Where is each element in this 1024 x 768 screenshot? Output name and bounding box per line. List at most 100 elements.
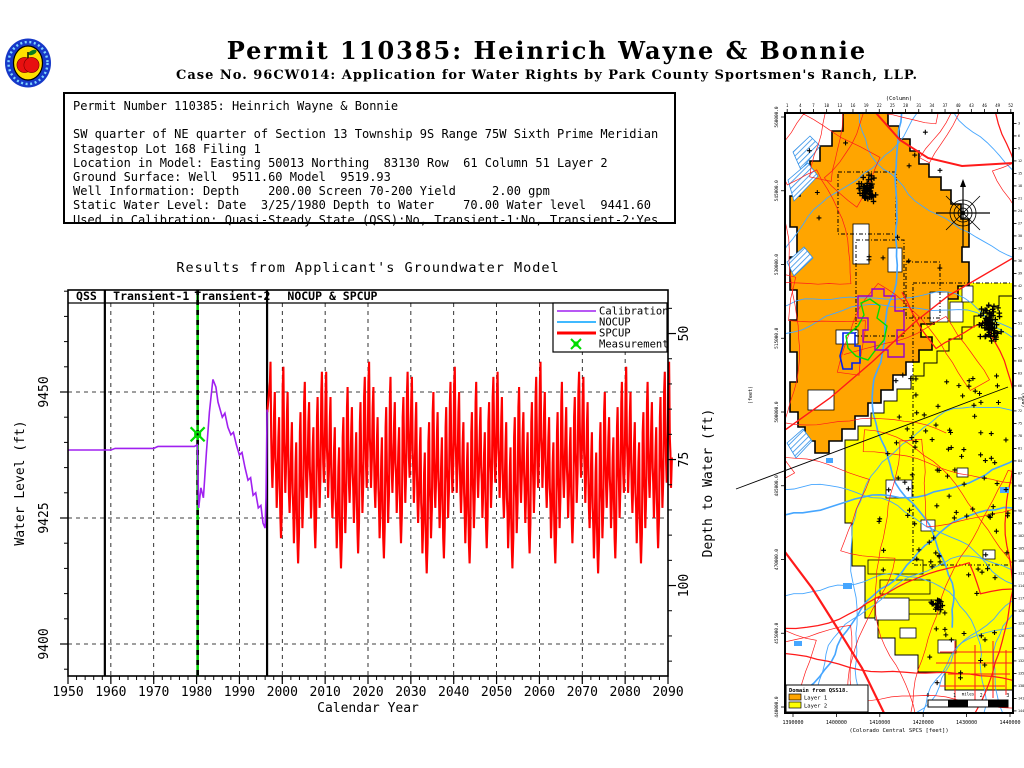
series-spcup [266,361,673,574]
svg-text:Transient-1: Transient-1 [113,289,189,303]
map-roads [785,113,1013,713]
map-bottom-axis-title: (Colorado Central SPCS [feet]) [849,728,948,734]
svg-text:105: 105 [1018,547,1024,551]
svg-text:12: 12 [1018,159,1022,163]
svg-text:2070: 2070 [567,685,598,700]
band-dividers [103,290,269,676]
info-line: Location in Model: Easting 50013 Northin… [73,155,608,170]
svg-text:Domain from QSS18.: Domain from QSS18. [789,688,849,694]
svg-text:515000.0: 515000.0 [774,327,780,349]
svg-text:1440000: 1440000 [999,720,1020,726]
map-regions [786,113,1013,691]
header: Permit 110385: Heinrich Wayne & Bonnie C… [70,36,1024,83]
svg-text:2: 2 [980,693,983,699]
svg-text:2010: 2010 [309,685,340,700]
svg-text:28: 28 [903,103,908,108]
svg-text:39: 39 [1018,272,1022,276]
svg-text:1390000: 1390000 [782,720,803,726]
svg-text:2000: 2000 [267,685,298,700]
svg-text:470000.0: 470000.0 [774,549,780,571]
svg-text:57: 57 [1018,347,1022,351]
svg-text:43: 43 [969,103,974,108]
svg-text:40: 40 [956,103,961,108]
info-line: Permit Number 110385: Heinrich Wayne & B… [73,99,399,113]
svg-text:2080: 2080 [609,685,640,700]
lake [826,458,833,463]
lake [843,583,852,589]
svg-text:66: 66 [1018,384,1022,388]
svg-text:123: 123 [1018,622,1024,626]
svg-text:48: 48 [1018,309,1022,313]
svg-text:96: 96 [1018,509,1022,513]
svg-text:2030: 2030 [395,685,426,700]
svg-text:1400000: 1400000 [826,720,847,726]
series-calibration [68,379,268,529]
svg-text:1970: 1970 [138,685,169,700]
well-info-box: Permit Number 110385: Heinrich Wayne & B… [63,92,676,227]
svg-text:45: 45 [1018,297,1022,301]
svg-text:30: 30 [1018,234,1022,238]
svg-text:87: 87 [1018,472,1022,476]
svg-text:15: 15 [1018,172,1022,176]
svg-text:33: 33 [1018,247,1022,251]
compass-rose [936,179,990,247]
svg-text:2040: 2040 [438,685,469,700]
svg-text:141: 141 [1018,697,1024,701]
map-top-axis-title: (Column) [886,96,913,102]
svg-text:90: 90 [1018,484,1022,488]
svg-text:69: 69 [1018,397,1022,401]
svg-text:1960: 1960 [95,685,126,700]
svg-text:Layer 2: Layer 2 [804,704,827,710]
svg-text:81: 81 [1018,447,1022,451]
svg-text:18: 18 [1018,184,1022,188]
svg-text:10: 10 [824,103,829,108]
svg-text:117: 117 [1018,597,1024,601]
y-axis-left: 9400 9425 9450 Water Level (ft) [13,290,68,670]
svg-text:2060: 2060 [524,685,555,700]
map-right-axis-title: (Row) [1020,392,1024,407]
svg-text:75: 75 [677,452,692,468]
svg-text:108: 108 [1018,559,1024,563]
svg-text:36: 36 [1018,259,1022,263]
svg-text:1410000: 1410000 [869,720,890,726]
svg-text:114: 114 [1018,584,1024,588]
svg-text:3: 3 [1006,693,1009,699]
svg-text:16: 16 [851,103,856,108]
svg-text:72: 72 [1018,409,1022,413]
lake [794,641,802,646]
svg-text:3: 3 [1018,122,1020,126]
svg-text:2020: 2020 [352,685,383,700]
svg-text:42: 42 [1018,284,1022,288]
svg-text:6: 6 [1018,134,1020,138]
page-subtitle: Case No. 96CW014: Application for Water … [175,68,918,83]
svg-text:27: 27 [1018,222,1022,226]
apple-seal-logo [5,38,51,88]
info-line: Ground Surface: Well 9511.60 Model 9519.… [73,170,391,185]
svg-text:34: 34 [929,103,934,108]
svg-text:138: 138 [1018,684,1024,688]
svg-text:25: 25 [890,103,895,108]
svg-text:545000.0: 545000.0 [774,180,780,202]
y-axis-right-title: Depth to Water (ft) [701,409,716,558]
svg-text:126: 126 [1018,634,1024,638]
svg-text:21: 21 [1018,197,1022,201]
chart-title: Results from Applicant's Groundwater Mod… [176,260,560,276]
svg-text:1950: 1950 [52,685,83,700]
svg-text:440000.0: 440000.0 [774,696,780,718]
info-line: Static Water Level: Date 3/25/1980 Depth… [73,198,651,213]
svg-text:19: 19 [864,103,869,108]
map-left-axis-title: (feet) [748,386,754,404]
svg-text:111: 111 [1018,572,1024,576]
info-line: Well Information: Depth 200.00 Screen 70… [73,184,550,199]
y-axis-right: 50 75 100 Depth to Water (ft) [668,307,716,662]
info-line: SW quarter of NE quarter of Section 13 T… [73,127,659,142]
svg-text:50: 50 [677,326,692,342]
svg-text:Layer 1: Layer 1 [804,696,827,702]
svg-text:132: 132 [1018,659,1024,663]
svg-text:Measurement: Measurement [599,339,669,351]
map-legend: Domain from QSS18. Layer 1 Layer 2 [785,684,869,713]
x-axis-title: Calendar Year [317,701,419,716]
svg-text:144: 144 [1018,709,1024,713]
measurement-marker [189,426,206,443]
apple-leaf [28,49,37,56]
